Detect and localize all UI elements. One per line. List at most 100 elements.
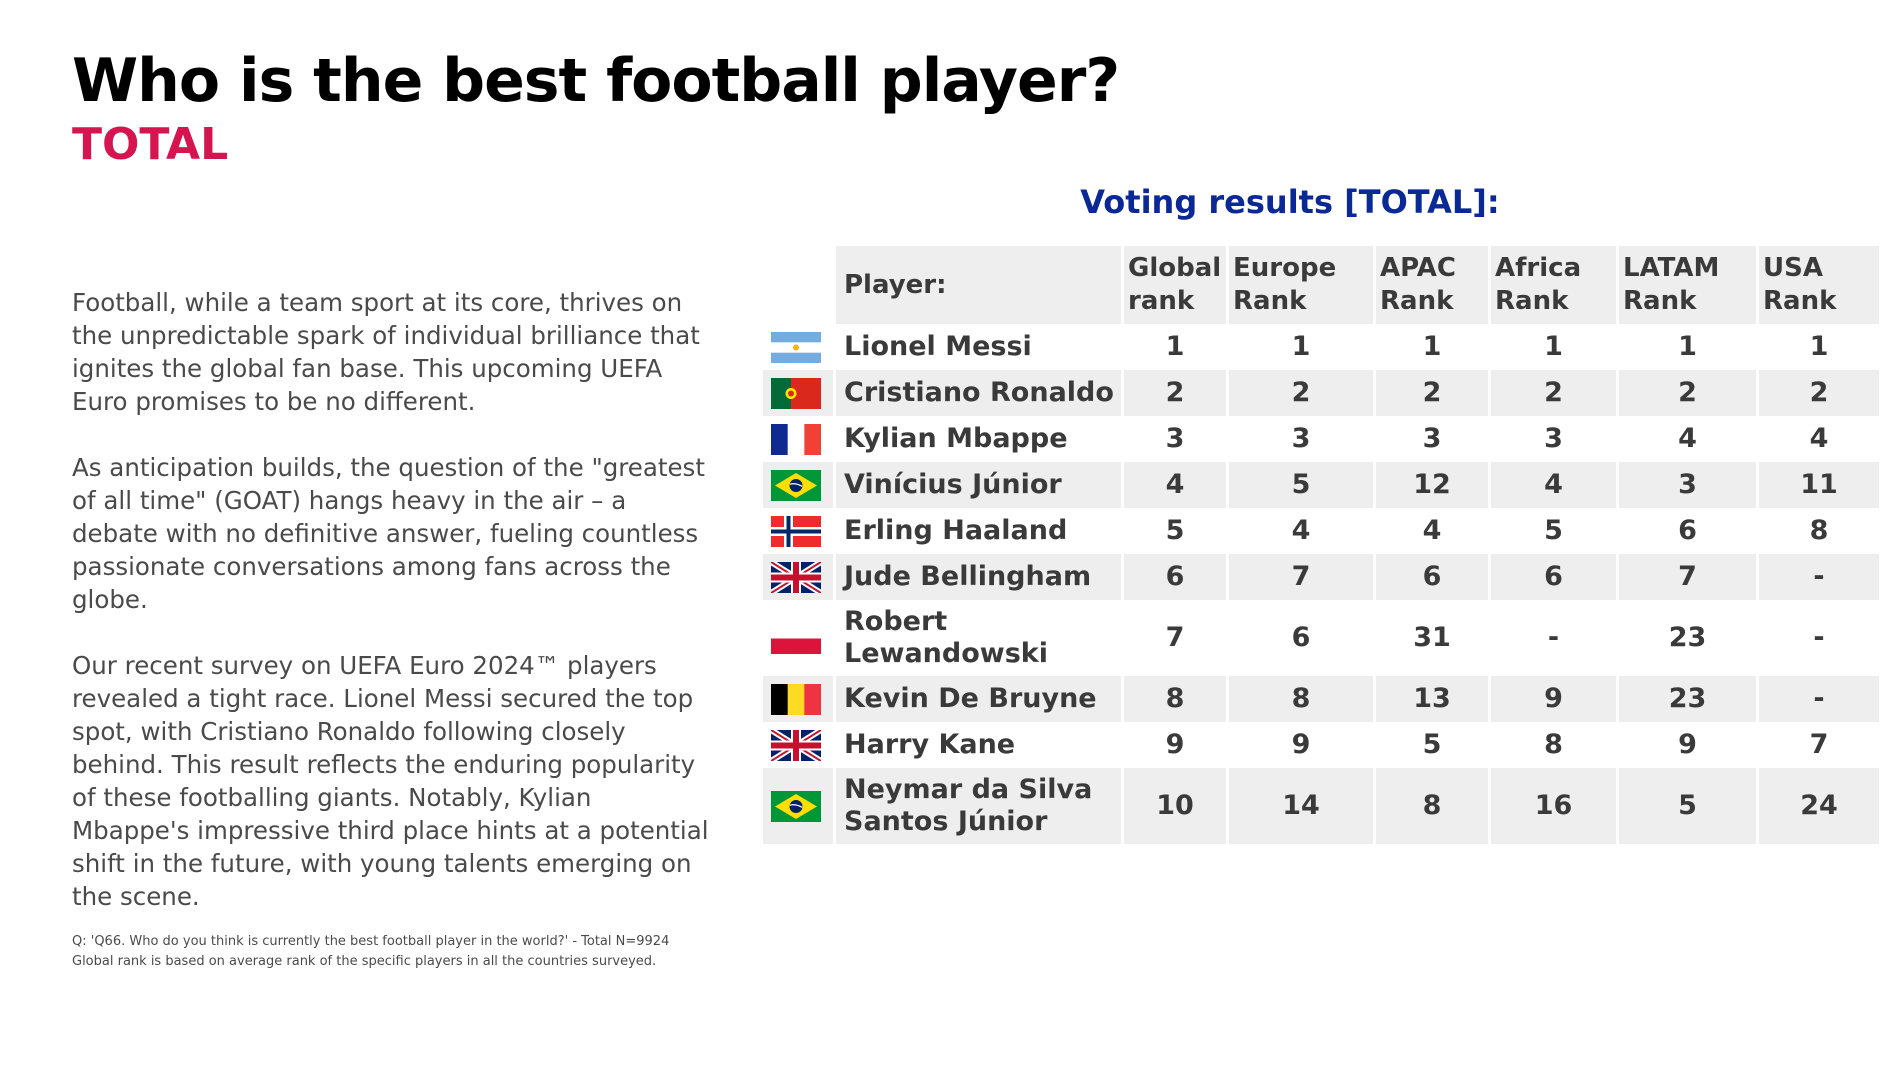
- usa-rank-cell: -: [1813, 622, 1825, 653]
- page-title: Who is the best football player?: [72, 46, 1120, 116]
- player-name: Jude Bellingham: [836, 554, 1121, 600]
- europe-rank-cell: 9: [1291, 729, 1311, 760]
- europe-rank-cell: 8: [1229, 676, 1373, 722]
- usa-rank-cell: -: [1759, 676, 1879, 722]
- africa-rank-cell: 8: [1544, 729, 1563, 760]
- africa-rank-cell: 16: [1491, 768, 1616, 844]
- europe-rank-cell: 3: [1291, 423, 1311, 454]
- latam-rank-cell: 7: [1619, 554, 1756, 600]
- usa-rank-cell: 2: [1759, 370, 1879, 416]
- table-row: Robert Lewandowski 7 6 31 - 23 -: [763, 600, 1879, 676]
- apac-rank-cell: 3: [1422, 423, 1442, 454]
- intro-paragraph: Football, while a team sport at its core…: [72, 288, 700, 416]
- europe-rank-cell: 4: [1291, 515, 1311, 546]
- portugal-flag-icon: [771, 377, 821, 409]
- table-row: Cristiano Ronaldo 2 2 2 2 2 2: [763, 370, 1879, 416]
- player-name: Erling Haaland: [844, 515, 1068, 546]
- global-rank-cell: 7: [1165, 622, 1185, 653]
- table-row: Neymar da Silva Santos Júnior 10 14 8 16 …: [763, 768, 1879, 844]
- intro-text: Football, while a team sport at its core…: [72, 286, 712, 946]
- results-title: Voting results [TOTAL]:: [1080, 183, 1500, 221]
- latam-rank-cell: 9: [1678, 729, 1697, 760]
- apac-rank-cell: 2: [1376, 370, 1488, 416]
- usa-rank-cell: 7: [1809, 729, 1829, 760]
- africa-rank-cell: 9: [1491, 676, 1616, 722]
- apac-rank-cell: 6: [1376, 554, 1488, 600]
- brazil-flag-icon: [771, 790, 821, 822]
- europe-rank-column-header: Europe Rank: [1229, 246, 1373, 324]
- europe-rank-cell: 1: [1291, 331, 1311, 362]
- apac-rank-cell: 1: [1422, 331, 1442, 362]
- flag-column-header: [763, 246, 833, 324]
- global-rank-cell: 10: [1124, 768, 1226, 844]
- usa-rank-cell: 4: [1809, 423, 1829, 454]
- uk-flag-icon: [771, 729, 821, 761]
- player-name: Kevin De Bruyne: [836, 676, 1121, 722]
- ranking-table: Player: Global rank Europe Rank APAC Rank A…: [760, 246, 1882, 844]
- africa-rank-cell: 2: [1491, 370, 1616, 416]
- latam-rank-column-header: LATAM Rank: [1619, 246, 1756, 324]
- usa-rank-cell: -: [1759, 554, 1879, 600]
- latam-rank-cell: 5: [1619, 768, 1756, 844]
- footnote-method: Global rank is based on average rank of …: [72, 954, 657, 969]
- europe-rank-cell: 7: [1229, 554, 1373, 600]
- latam-rank-cell: 23: [1619, 676, 1756, 722]
- table-row: Vinícius Júnior 4 5 12 4 3 11: [763, 462, 1879, 508]
- global-rank-cell: 4: [1124, 462, 1226, 508]
- africa-rank-column-header: Africa Rank: [1491, 246, 1616, 324]
- table-row: Jude Bellingham 6 7 6 6 7 -: [763, 554, 1879, 600]
- usa-rank-column-header: USA Rank: [1759, 246, 1879, 324]
- page-subtitle: TOTAL: [72, 119, 229, 170]
- player-column-header: Player:: [836, 246, 1121, 324]
- africa-rank-cell: -: [1547, 622, 1560, 653]
- global-rank-cell: 9: [1165, 729, 1185, 760]
- europe-rank-cell: 14: [1229, 768, 1373, 844]
- france-flag-icon: [771, 423, 821, 455]
- player-name: Vinícius Júnior: [836, 462, 1121, 508]
- global-rank-cell: 1: [1165, 331, 1185, 362]
- africa-rank-cell: 3: [1544, 423, 1563, 454]
- apac-rank-cell: 8: [1376, 768, 1488, 844]
- player-name: Neymar da Silva Santos Júnior: [836, 768, 1121, 844]
- global-rank-cell: 5: [1165, 515, 1185, 546]
- uk-flag-icon: [771, 561, 821, 593]
- africa-rank-cell: 5: [1544, 515, 1563, 546]
- argentina-flag-icon: [771, 331, 821, 363]
- usa-rank-cell: 8: [1809, 515, 1829, 546]
- latam-rank-cell: 6: [1678, 515, 1697, 546]
- global-rank-cell: 3: [1165, 423, 1185, 454]
- table-row: Erling Haaland 5 4 4 5 6 8: [763, 508, 1879, 554]
- player-name: Kylian Mbappe: [844, 423, 1068, 454]
- intro-paragraph: Our recent survey on UEFA Euro 2024™ pla…: [72, 651, 709, 911]
- europe-rank-cell: 5: [1229, 462, 1373, 508]
- table-row: Lionel Messi 1 1 1 1 1 1: [763, 324, 1879, 370]
- apac-rank-cell: 5: [1422, 729, 1442, 760]
- apac-rank-cell: 13: [1376, 676, 1488, 722]
- belgium-flag-icon: [771, 683, 821, 715]
- africa-rank-cell: 6: [1491, 554, 1616, 600]
- player-name: Robert Lewandowski: [844, 606, 1049, 669]
- global-rank-cell: 2: [1124, 370, 1226, 416]
- apac-rank-column-header: APAC Rank: [1376, 246, 1488, 324]
- africa-rank-cell: 1: [1544, 331, 1563, 362]
- africa-rank-cell: 4: [1491, 462, 1616, 508]
- player-name: Cristiano Ronaldo: [836, 370, 1121, 416]
- latam-rank-cell: 2: [1619, 370, 1756, 416]
- table-row: Harry Kane 9 9 5 8 9 7: [763, 722, 1879, 768]
- europe-rank-cell: 2: [1229, 370, 1373, 416]
- latam-rank-cell: 3: [1619, 462, 1756, 508]
- global-rank-cell: 6: [1124, 554, 1226, 600]
- latam-rank-cell: 1: [1678, 331, 1697, 362]
- apac-rank-cell: 31: [1413, 622, 1451, 653]
- table-row: Kylian Mbappe 3 3 3 3 4 4: [763, 416, 1879, 462]
- player-name: Lionel Messi: [844, 331, 1032, 362]
- apac-rank-cell: 12: [1376, 462, 1488, 508]
- footnote: Q: 'Q66. Who do you think is currently t…: [72, 932, 712, 972]
- poland-flag-icon: [771, 622, 821, 654]
- table-row: Kevin De Bruyne 8 8 13 9 23 -: [763, 676, 1879, 722]
- norway-flag-icon: [771, 515, 821, 547]
- global-rank-cell: 8: [1124, 676, 1226, 722]
- brazil-flag-icon: [771, 469, 821, 501]
- usa-rank-cell: 11: [1759, 462, 1879, 508]
- player-name: Harry Kane: [844, 729, 1016, 760]
